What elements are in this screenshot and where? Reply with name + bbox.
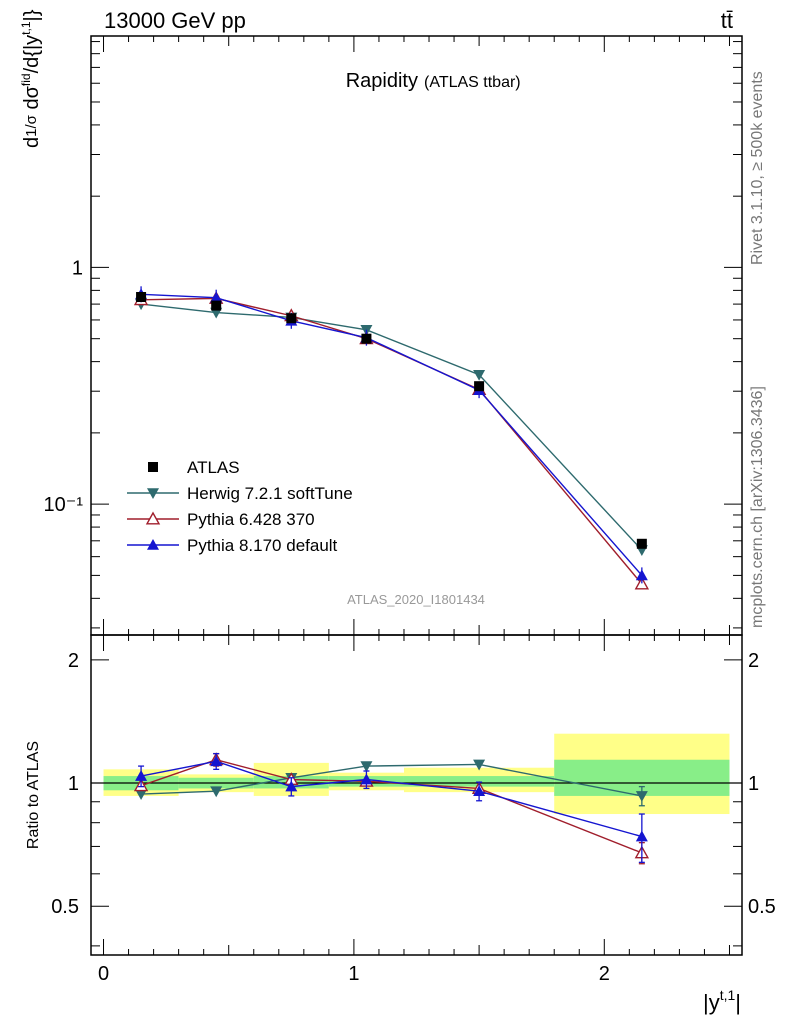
atlas-point	[211, 300, 222, 311]
ratio-pythia-8-170-default-point	[473, 785, 486, 797]
ratio-uncertainty-bands	[91, 733, 742, 815]
ratio-herwig-7-2-1-softtune-point	[210, 786, 223, 798]
ratio-pythia-8-170-default-point	[285, 780, 298, 792]
ratio-axis-ticks: 2 2 1 1 0.5 0.5 0 1 2	[51, 635, 776, 985]
main-panel: 1 10⁻¹ Rapidity (ATLAS ttbar) ATLAS_2020_…	[19, 9, 743, 636]
plot-title: Rapidity	[346, 70, 418, 92]
legend-atlas-label: ATLAS	[187, 458, 240, 477]
ratio-herwig-7-2-1-softtune-line	[141, 763, 642, 797]
header-process-label: tt̄	[721, 8, 733, 33]
ratio-pythia-8-170-default-point	[360, 773, 373, 785]
ratio-xlabel-text: |yt,1|	[703, 987, 741, 1015]
legend-atlas-marker	[148, 462, 158, 472]
main-y-axis-label: d1/σ dσfid/d{|yt,1|}	[19, 9, 43, 148]
main-ylabel-text: d1/σ dσfid/d{|yt,1|}	[19, 9, 43, 148]
ratio-pythia-8-170-default-point	[210, 755, 223, 767]
ratio-x-tick-label: 0	[98, 963, 109, 985]
main-plot-marks	[133, 286, 650, 590]
ratio-y-tick-label-right: 1	[748, 773, 759, 795]
ratio-pythia-8-170-default-point	[635, 830, 648, 842]
pythia-8-170-default-point	[210, 291, 223, 303]
ratio-herwig-7-2-1-softtune-point	[360, 761, 373, 773]
legend-pythia-6-428-370-label: Pythia 6.428 370	[187, 510, 315, 529]
ratio-y-tick-label-right: 2	[748, 650, 759, 672]
main-y-tick-label: 10⁻¹	[44, 494, 84, 516]
main-axis-ticks: 1 10⁻¹	[44, 36, 742, 635]
plot-subtitle: (ATLAS ttbar)	[424, 74, 521, 91]
ratio-panel: 2 2 1 1 0.5 0.5 0 1 2 Ratio to ATLAS |yt,1|	[25, 634, 776, 1015]
ratio-x-axis-label: |yt,1|	[703, 987, 741, 1015]
atlas-point	[286, 313, 297, 324]
atlas-point	[474, 381, 485, 392]
ratio-plot-marks	[133, 752, 650, 865]
atlas-point	[136, 292, 147, 303]
ratio-herwig-7-2-1-softtune-point	[135, 789, 148, 801]
header-energy-label: 13000 GeV pp	[104, 8, 246, 33]
ratio-x-tick-label: 2	[599, 963, 610, 985]
legend-pythia-8-170-default-marker	[147, 539, 159, 550]
ratio-y-tick-label-left: 1	[68, 773, 79, 795]
ratio-pythia-8-170-default-line	[140, 760, 643, 838]
rivet-label: Rivet 3.1.10, ≥ 500k events	[749, 71, 766, 265]
ratio-y-tick-label-right: 0.5	[748, 896, 776, 918]
ratio-x-tick-label: 1	[348, 963, 359, 985]
legend-pythia-6-428-370-marker	[145, 511, 161, 525]
analysis-watermark: ATLAS_2020_I1801434	[347, 592, 485, 607]
pythia-8-170-default-point	[635, 569, 648, 581]
ratio-ylabel: Ratio to ATLAS	[25, 741, 42, 849]
legend-herwig-7-2-1-softtune-marker	[147, 488, 159, 499]
herwig-7-2-1-softtune-point	[473, 369, 486, 381]
main-y-tick-label: 1	[72, 257, 83, 279]
legend: ATLAS Herwig 7.2.1 softTune Pythia 6.428 3…	[127, 458, 353, 555]
ratio-herwig-7-2-1-softtune-point	[473, 759, 486, 771]
herwig-7-2-1-softtune-line	[140, 303, 643, 551]
legend-herwig-7-2-1-softtune-label: Herwig 7.2.1 softTune	[187, 484, 353, 503]
atlas-point	[636, 538, 647, 549]
pythia-8-170-default-line	[141, 293, 643, 576]
ratio-y-tick-label-left: 0.5	[51, 896, 79, 918]
legend-pythia-8-170-default-label: Pythia 8.170 default	[187, 536, 338, 555]
ratio-herwig-7-2-1-softtune-point	[635, 791, 648, 802]
source-label: mcplots.cern.ch [arXiv:1306.3436]	[749, 386, 766, 628]
ratio-y-tick-label-left: 2	[68, 650, 79, 672]
ratio-pythia-8-170-default-point	[135, 770, 148, 781]
ratio-frame	[90, 634, 743, 956]
atlas-point	[361, 333, 372, 344]
